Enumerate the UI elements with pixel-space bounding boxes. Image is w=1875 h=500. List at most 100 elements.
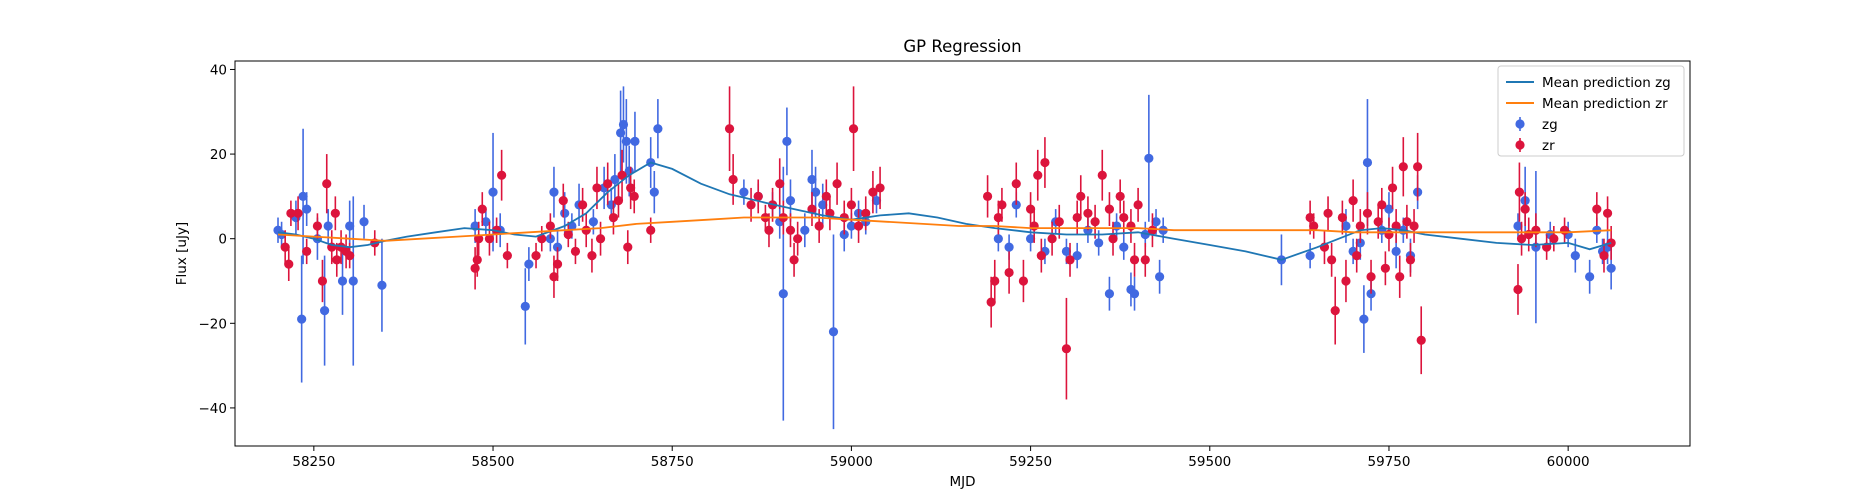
point-zr: [1391, 221, 1401, 231]
x-axis-label: MJD: [949, 474, 975, 490]
point-zr: [1097, 170, 1107, 180]
point-zr: [1355, 221, 1365, 231]
series-zg: [273, 86, 1616, 430]
point-zg: [610, 174, 620, 185]
point-zr: [1348, 196, 1358, 206]
point-zg: [1072, 251, 1082, 261]
point-zr: [1018, 276, 1029, 286]
point-zr: [986, 297, 996, 307]
point-zr: [724, 124, 735, 134]
point-zr: [1599, 251, 1609, 261]
point-zr: [286, 208, 296, 218]
point-zr: [1029, 221, 1039, 231]
point-zr: [807, 204, 817, 214]
point-zr: [1384, 229, 1394, 240]
point-zg: [1384, 204, 1394, 214]
point-zr: [1402, 217, 1412, 227]
legend-marker-swatch: [1515, 140, 1525, 150]
point-zr: [617, 170, 627, 180]
point-zg: [630, 136, 640, 146]
point-zg: [818, 200, 828, 210]
point-zg: [377, 280, 387, 290]
point-zg: [1362, 157, 1373, 168]
point-zr: [629, 191, 639, 201]
point-zg: [337, 276, 348, 286]
x-tick-label: 60000: [1547, 454, 1590, 470]
y-tick-label: −40: [199, 401, 228, 417]
point-zr: [746, 200, 756, 210]
data-layer: [273, 86, 1616, 430]
x-tick-label: 59250: [1009, 454, 1052, 470]
point-zg: [810, 187, 821, 197]
point-zr: [1309, 221, 1319, 231]
legend-label: zr: [1542, 138, 1555, 154]
point-zr: [868, 187, 878, 197]
point-zr: [753, 191, 763, 201]
point-zr: [552, 259, 563, 269]
point-zr: [1076, 191, 1086, 201]
point-zr: [982, 191, 993, 201]
point-zg: [621, 136, 631, 146]
point-zg: [488, 187, 498, 197]
point-zr: [484, 234, 495, 244]
point-zr: [1104, 204, 1115, 214]
point-zg: [1094, 238, 1104, 248]
x-tick-label: 59750: [1367, 454, 1410, 470]
point-zr: [330, 208, 340, 218]
point-zr: [595, 234, 606, 244]
point-zg: [323, 221, 333, 231]
point-zg: [1025, 234, 1036, 244]
point-zr: [1531, 225, 1541, 235]
point-zr: [1341, 276, 1351, 286]
point-zr: [1559, 225, 1570, 235]
point-zr: [1513, 284, 1523, 295]
point-zr: [1061, 344, 1072, 354]
point-zr: [1387, 183, 1398, 193]
point-zr: [846, 200, 857, 210]
point-zr: [1305, 212, 1315, 223]
point-zr: [570, 246, 581, 256]
point-zg: [588, 217, 598, 227]
point-zg: [319, 306, 330, 316]
point-zg: [1151, 217, 1161, 227]
x-tick-label: 59500: [1188, 454, 1231, 470]
point-zg: [871, 196, 882, 206]
point-zr: [1133, 200, 1143, 210]
point-zg: [846, 221, 857, 231]
point-zg: [549, 187, 559, 197]
point-zr: [1549, 234, 1559, 244]
point-zr: [497, 170, 507, 180]
point-zr: [1337, 212, 1347, 223]
point-zg: [1129, 289, 1140, 299]
point-zr: [861, 208, 871, 218]
point-zg: [1391, 246, 1401, 256]
point-zr: [1352, 251, 1362, 261]
point-zr: [284, 259, 294, 269]
point-zr: [875, 183, 885, 193]
point-zg: [348, 276, 358, 286]
point-zg: [778, 289, 788, 299]
point-zg: [782, 136, 792, 146]
legend-item-Mean prediction zg: Mean prediction zg: [1506, 75, 1671, 91]
point-zr: [626, 183, 636, 193]
point-zg: [298, 191, 308, 201]
point-zg: [1341, 221, 1351, 231]
point-zr: [345, 251, 355, 261]
point-zg: [1305, 251, 1315, 261]
axes-frame: [234, 60, 1691, 447]
legend-box: [1497, 65, 1685, 157]
point-zr: [1108, 234, 1118, 244]
point-zr: [549, 272, 559, 282]
point-zg: [807, 174, 817, 185]
point-zr: [293, 208, 303, 218]
point-zr: [1413, 162, 1423, 172]
point-zg: [302, 204, 312, 214]
point-zg: [649, 187, 659, 197]
point-zr: [832, 179, 842, 189]
point-zr: [623, 242, 633, 252]
point-zr: [332, 255, 342, 265]
point-zr: [477, 204, 487, 214]
point-zr: [1373, 217, 1383, 227]
point-zr: [1140, 255, 1150, 265]
point-zg: [739, 187, 749, 197]
